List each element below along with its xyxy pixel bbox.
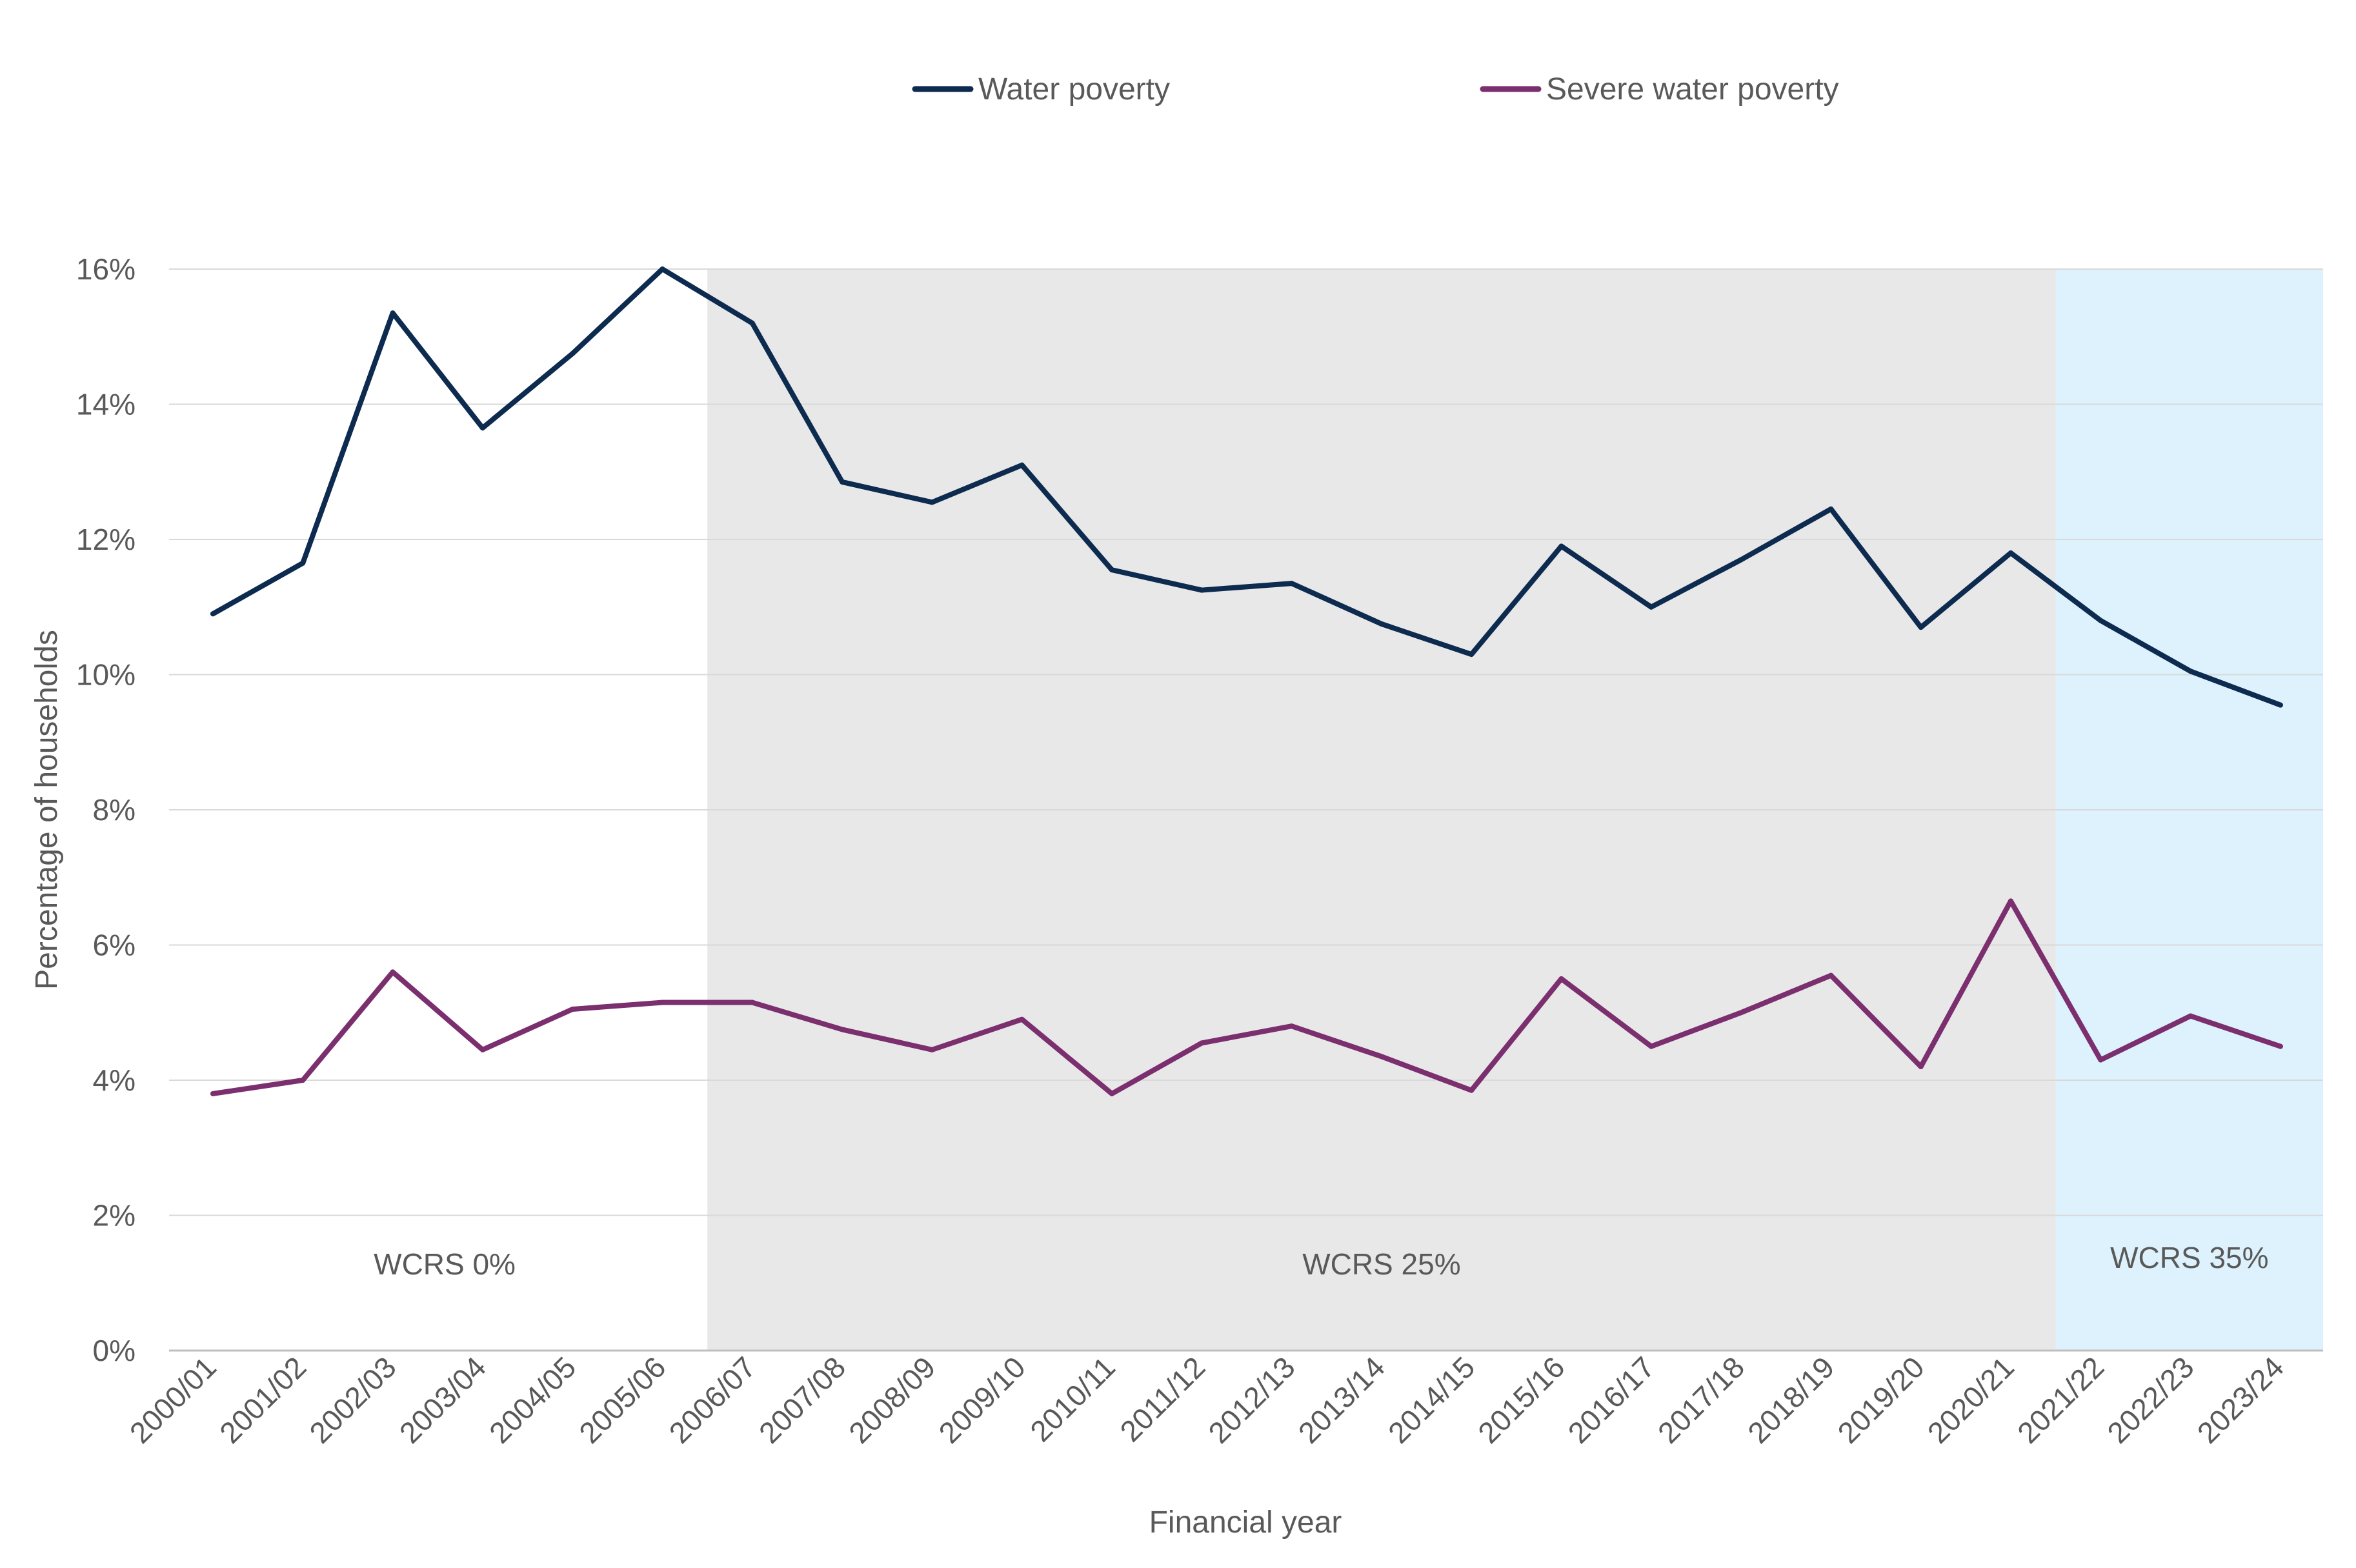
region-label-2: WCRS 25% — [1302, 1247, 1460, 1281]
series-1-point — [749, 320, 755, 326]
x-tick-label: 2016/17 — [1562, 1350, 1661, 1449]
x-tick-label: 2012/13 — [1202, 1350, 1301, 1449]
y-tick-label: 4% — [93, 1063, 136, 1097]
series-2-point — [300, 1078, 306, 1083]
y-axis-ticks: 0% 2% 4% 6% 8% 10% 12% 14% 16% — [76, 252, 136, 1367]
series-1-point — [2188, 668, 2193, 674]
series-2-point — [1378, 1054, 1384, 1060]
series-1-point — [2008, 550, 2013, 556]
x-tick-label: 2003/04 — [393, 1350, 492, 1449]
legend-label-2: Severe water poverty — [1546, 72, 1839, 106]
series-1-point — [2277, 702, 2283, 708]
series-2-point — [1918, 1064, 1924, 1070]
series-2-point — [1648, 1043, 1654, 1049]
x-tick-label: 2019/20 — [1831, 1350, 1930, 1449]
series-2-point — [390, 969, 396, 975]
series-1-point — [479, 425, 485, 431]
series-1-point — [2098, 618, 2104, 623]
series-lines — [210, 266, 2283, 1096]
series-1-point — [929, 499, 935, 505]
series-1-point — [1648, 604, 1654, 610]
region-label-1: WCRS 0% — [374, 1247, 516, 1281]
series-1-point — [1019, 462, 1025, 468]
y-tick-label: 10% — [76, 658, 136, 692]
x-tick-label: 2000/01 — [123, 1350, 223, 1449]
series-2-point — [2188, 1013, 2193, 1019]
series-2-point — [570, 1007, 576, 1012]
series-2-point — [2277, 1043, 2283, 1049]
y-tick-label: 8% — [93, 793, 136, 827]
series-2-point — [2008, 898, 2013, 904]
x-tick-label: 2007/08 — [752, 1350, 852, 1449]
x-tick-label: 2004/05 — [483, 1350, 582, 1449]
y-tick-label: 2% — [93, 1199, 136, 1232]
series-2-point — [1469, 1087, 1475, 1093]
series-2-point — [1109, 1091, 1114, 1096]
series-2-point — [1828, 972, 1834, 978]
x-tick-label: 2015/16 — [1471, 1350, 1571, 1449]
series-1-point — [1109, 567, 1114, 573]
series-1-point — [840, 479, 845, 485]
y-tick-label: 12% — [76, 523, 136, 556]
series-2-point — [749, 1000, 755, 1005]
region-labels: WCRS 0% WCRS 25% WCRS 35% — [374, 1241, 2268, 1281]
series-line-2 — [210, 898, 2283, 1096]
x-tick-label: 2011/12 — [1113, 1350, 1211, 1448]
x-tick-label: 2023/24 — [2191, 1350, 2290, 1449]
series-2-point — [659, 1000, 665, 1005]
x-tick-label: 2017/18 — [1651, 1350, 1751, 1449]
x-tick-label: 2013/14 — [1292, 1350, 1391, 1449]
series-2-point — [1199, 1040, 1205, 1046]
series-1-point — [570, 350, 576, 356]
series-2-point — [1019, 1016, 1025, 1022]
gridlines — [169, 268, 2323, 1352]
x-tick-label: 2008/09 — [842, 1350, 941, 1449]
y-axis-title: Percentage of households — [30, 630, 64, 990]
x-tick-label: 2010/11 — [1023, 1350, 1122, 1448]
legend: Water poverty Severe water poverty — [912, 72, 1839, 106]
series-1-point — [300, 560, 306, 566]
x-tick-label: 2001/02 — [213, 1350, 312, 1449]
y-tick-label: 6% — [93, 929, 136, 962]
y-tick-label: 14% — [76, 388, 136, 421]
x-tick-label: 2022/23 — [2100, 1350, 2200, 1449]
series-2-point — [210, 1091, 216, 1096]
series-line-1 — [210, 266, 2283, 708]
x-tick-label: 2009/10 — [932, 1350, 1031, 1449]
series-1-point — [1738, 557, 1744, 563]
x-axis-ticks: 2000/012001/022002/032003/042004/052005/… — [123, 1350, 2290, 1449]
series-1-point — [1918, 625, 1924, 630]
x-tick-label: 2020/21 — [1921, 1350, 2020, 1449]
x-tick-label: 2006/07 — [663, 1350, 762, 1449]
y-tick-label: 0% — [93, 1334, 136, 1367]
series-1-point — [1378, 621, 1384, 627]
x-tick-label: 2002/03 — [303, 1350, 402, 1449]
series-1-point — [1469, 652, 1475, 658]
series-2-point — [1558, 976, 1564, 981]
x-tick-label: 2014/15 — [1382, 1350, 1481, 1449]
series-1-point — [1289, 581, 1294, 587]
series-2-point — [2098, 1057, 2104, 1063]
series-1-point — [1199, 587, 1205, 593]
series-2-point — [1289, 1023, 1294, 1029]
series-1-point — [210, 611, 216, 617]
series-1-point — [659, 266, 665, 272]
series-1-point — [390, 310, 396, 316]
legend-label-1: Water poverty — [978, 72, 1170, 106]
series-2-point — [479, 1047, 485, 1052]
region-label-3: WCRS 35% — [2110, 1241, 2268, 1274]
x-axis-title: Financial year — [1149, 1505, 1342, 1540]
series-1-point — [1558, 543, 1564, 549]
x-tick-label: 2018/19 — [1741, 1350, 1840, 1449]
series-2-point — [1738, 1010, 1744, 1016]
series-1-point — [1828, 506, 1834, 512]
series-2-point — [929, 1047, 935, 1052]
y-tick-label: 16% — [76, 252, 136, 286]
x-tick-label: 2021/22 — [2011, 1350, 2110, 1449]
series-2-point — [840, 1027, 845, 1032]
x-tick-label: 2005/06 — [572, 1350, 672, 1449]
